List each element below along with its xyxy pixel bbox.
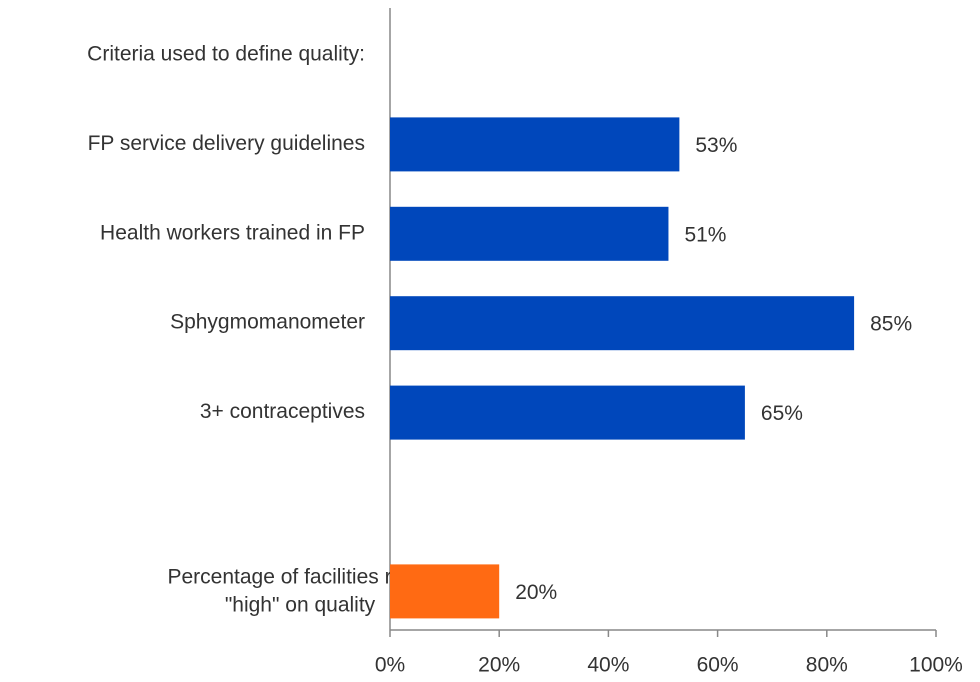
- bar: [390, 296, 855, 351]
- x-tick-label: 40%: [587, 654, 629, 677]
- x-tick-label: 80%: [806, 654, 848, 677]
- bar: [390, 117, 680, 172]
- value-label: 85%: [870, 313, 912, 336]
- heading: Criteria used to define quality:: [87, 43, 365, 66]
- y-tick-label: Percentage of facilities rated "high" on …: [168, 565, 433, 616]
- y-tick-label: 3+ contraceptives: [200, 400, 365, 423]
- value-label: 51%: [684, 223, 726, 246]
- x-tick-label: 20%: [478, 654, 520, 677]
- y-tick-label: FP service delivery guidelines: [88, 132, 365, 155]
- x-tick-label: 0%: [375, 654, 405, 677]
- bar: [390, 206, 669, 261]
- bar: [390, 564, 500, 619]
- x-tick-label: 100%: [909, 654, 963, 677]
- y-tick-label: Sphygmomanometer: [170, 311, 365, 334]
- bar: [390, 385, 745, 440]
- value-label: 65%: [761, 402, 803, 425]
- x-tick-label: 60%: [697, 654, 739, 677]
- y-tick-label: Health workers trained in FP: [100, 221, 365, 244]
- value-label: 20%: [515, 581, 557, 604]
- value-label: 53%: [695, 134, 737, 157]
